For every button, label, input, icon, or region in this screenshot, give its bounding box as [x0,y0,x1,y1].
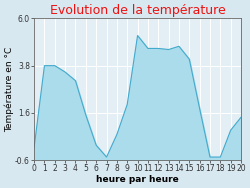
Y-axis label: Température en °C: Température en °C [4,47,14,132]
Title: Evolution de la température: Evolution de la température [50,4,226,17]
X-axis label: heure par heure: heure par heure [96,175,179,184]
